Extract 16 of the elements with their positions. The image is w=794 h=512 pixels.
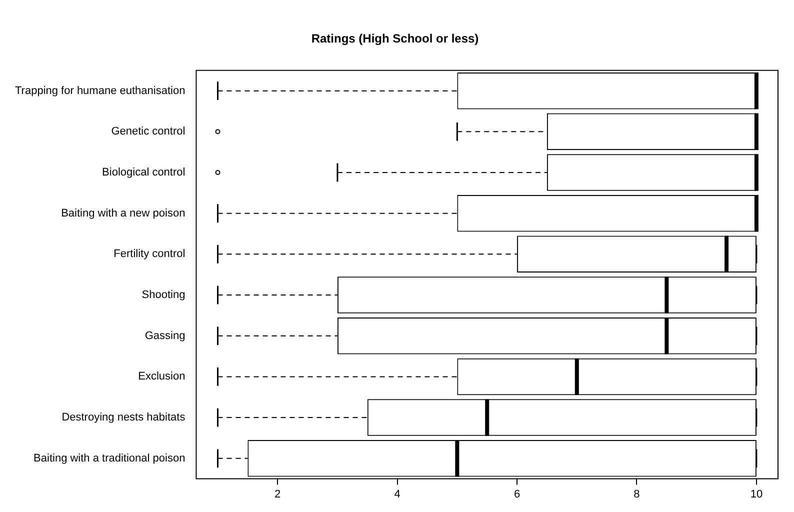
y-tick-label: Gassing [144,330,186,342]
y-tick-label: Baiting with a traditional poison [34,452,186,464]
y-tick-label: Biological control [102,166,186,179]
y-tick-label: Genetic control [111,126,186,138]
y-tick-label: Fertility control [114,248,186,260]
chart-title: Ratings (High School or less) [311,32,479,46]
y-tick-label: Exclusion [138,370,186,383]
x-tick-label: 8 [634,488,640,500]
x-tick-label: 2 [274,488,281,500]
x-tick-label: 6 [514,488,520,500]
y-tick-label: Trapping for humane euthanisation [14,84,186,97]
x-tick-label: 10 [750,488,763,500]
x-tick-label: 4 [394,488,400,500]
y-tick-label: Destroying nests habitats [62,412,186,424]
y-tick-label: Shooting [142,289,186,302]
y-tick-label: Baiting with a new poison [61,207,186,220]
